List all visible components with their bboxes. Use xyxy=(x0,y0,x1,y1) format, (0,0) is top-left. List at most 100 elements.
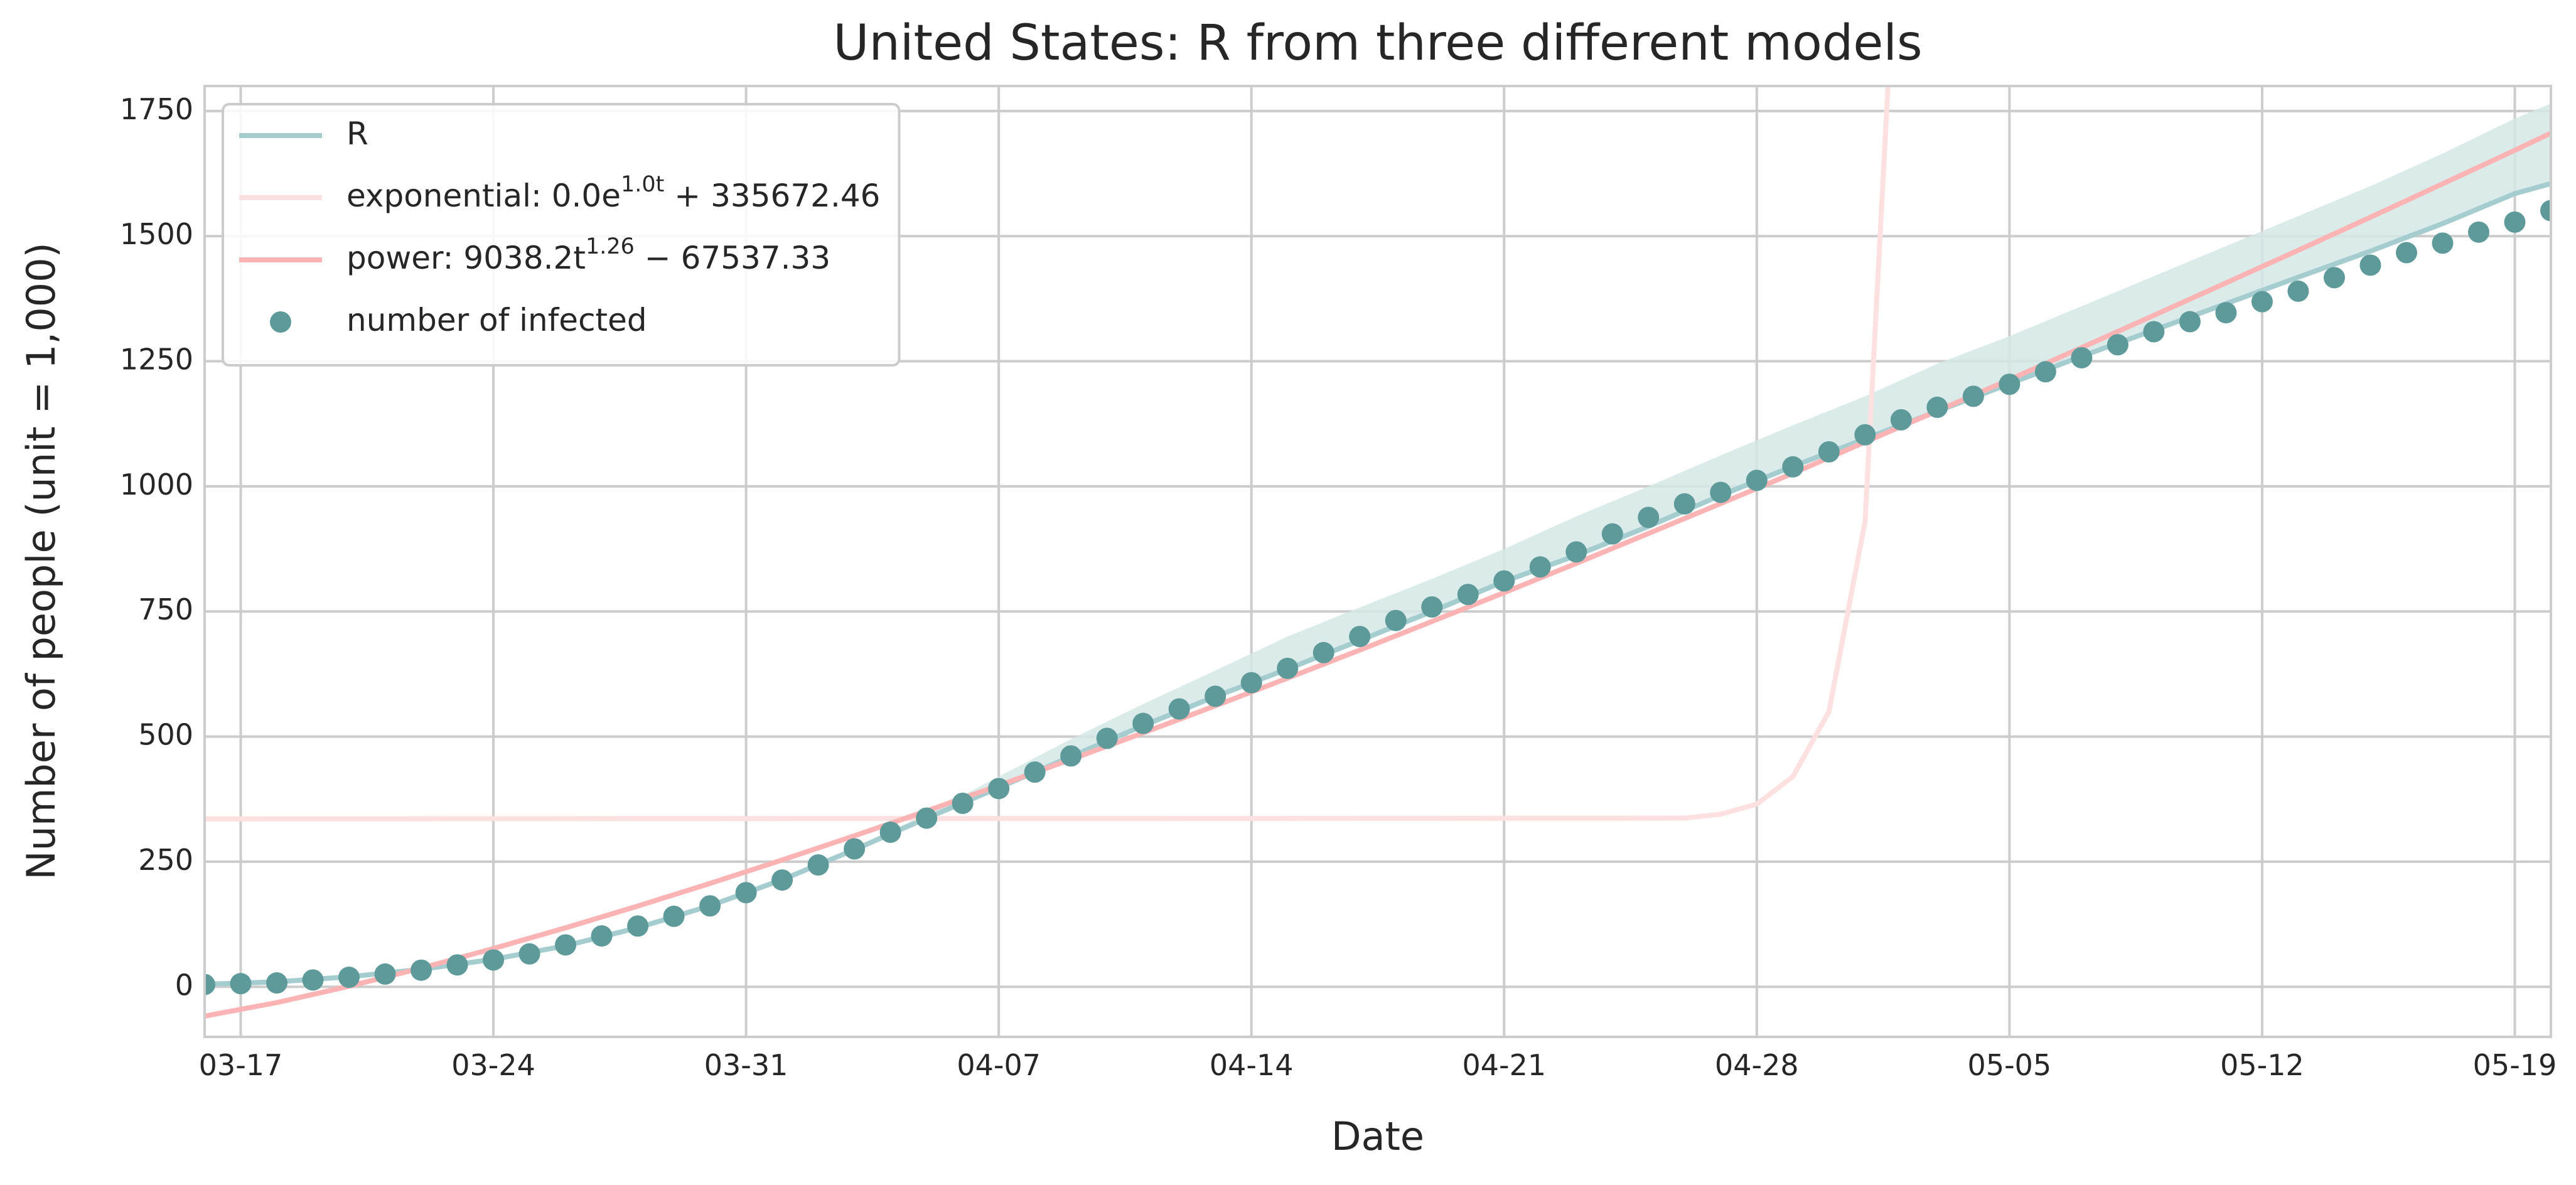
data-point xyxy=(1132,712,1154,734)
data-point xyxy=(1746,469,1768,491)
y-tick-label: 500 xyxy=(138,717,193,751)
line xyxy=(205,86,1891,822)
data-point xyxy=(1818,441,1840,463)
legend-marker xyxy=(270,311,291,333)
data-point xyxy=(1096,727,1118,749)
x-tick-label: 04-28 xyxy=(1715,1048,1799,1082)
data-point xyxy=(879,821,901,843)
data-point xyxy=(2143,321,2165,343)
data-point xyxy=(2540,200,2551,222)
data-point xyxy=(591,925,613,947)
x-axis-label: Date xyxy=(1331,1113,1424,1159)
data-point xyxy=(988,778,1010,800)
chart-title: United States: R from three different mo… xyxy=(833,15,1922,72)
x-tick-label: 03-17 xyxy=(199,1048,283,1082)
data-point xyxy=(1854,424,1876,446)
data-point xyxy=(1168,698,1190,720)
data-point xyxy=(205,973,215,995)
data-point xyxy=(302,969,324,991)
data-point xyxy=(2106,334,2128,356)
data-point xyxy=(735,882,757,904)
x-tick-label: 04-21 xyxy=(1462,1048,1546,1082)
x-tick-label: 04-07 xyxy=(957,1048,1041,1082)
x-tick-label: 04-14 xyxy=(1210,1048,1294,1082)
data-point xyxy=(2287,280,2309,302)
legend-label: R xyxy=(346,115,368,152)
data-point xyxy=(1890,409,1912,431)
legend-label: power: 9038.2t1.26 − 67537.33 xyxy=(346,234,830,276)
plot-area xyxy=(205,86,2551,1019)
data-point xyxy=(518,943,540,965)
data-point xyxy=(338,967,360,989)
data-point xyxy=(1962,385,1984,407)
legend-label: exponential: 0.0e1.0t + 335672.46 xyxy=(346,172,880,214)
y-tick-label: 0 xyxy=(175,968,193,1002)
data-point xyxy=(916,807,938,829)
legend-label: number of infected xyxy=(346,302,647,338)
data-point xyxy=(627,915,649,937)
data-point xyxy=(2359,254,2381,276)
y-axis-label: Number of people (unit = 1,000) xyxy=(18,242,64,879)
y-tick-label: 750 xyxy=(138,592,193,626)
x-tick-label: 03-24 xyxy=(451,1048,535,1082)
data-point xyxy=(411,959,432,981)
data-point xyxy=(1926,396,1948,418)
data-point xyxy=(1457,584,1479,606)
data-point xyxy=(483,949,505,971)
data-point xyxy=(807,854,829,876)
x-tick-label: 05-05 xyxy=(1968,1048,2052,1082)
data-point xyxy=(374,963,396,985)
data-point xyxy=(1601,523,1623,545)
y-tick-label: 1750 xyxy=(120,92,193,126)
plot-frame xyxy=(203,85,2552,1038)
data-point xyxy=(1240,672,1262,694)
data-point xyxy=(2432,232,2454,254)
data-point xyxy=(699,895,721,917)
data-point xyxy=(1277,657,1299,679)
data-point xyxy=(1060,745,1082,767)
data-point xyxy=(2504,211,2526,233)
y-tick-label: 1000 xyxy=(120,467,193,501)
axes: 0 250 500 750 1000 1250 1500 1750 03-17 03-24 03-3… xyxy=(120,92,2557,1081)
data-point xyxy=(952,792,974,814)
data-point xyxy=(844,838,866,860)
y-tick-label: 250 xyxy=(138,842,193,876)
data-point xyxy=(771,869,793,891)
data-point xyxy=(1673,493,1695,515)
data-point xyxy=(2251,291,2273,313)
data-point xyxy=(2215,302,2237,324)
data-point xyxy=(2034,361,2056,383)
data-point xyxy=(1349,626,1371,648)
data-point xyxy=(2395,242,2417,264)
data-point xyxy=(1638,507,1660,528)
data-point xyxy=(1205,685,1226,707)
data-point xyxy=(446,954,468,976)
data-point xyxy=(2071,346,2093,368)
data-point xyxy=(1999,373,2021,395)
legend-box xyxy=(222,103,901,367)
data-point xyxy=(2179,311,2201,333)
data-point xyxy=(1782,456,1804,478)
data-point xyxy=(1385,609,1407,631)
data-point xyxy=(2323,267,2345,289)
line xyxy=(205,131,2551,1019)
data-point xyxy=(1024,761,1046,783)
data-point xyxy=(1529,556,1551,578)
data-point xyxy=(1493,570,1515,592)
data-point xyxy=(230,973,252,995)
data-point xyxy=(1565,541,1587,563)
data-point xyxy=(1710,481,1732,503)
data-point xyxy=(2467,221,2489,243)
x-tick-label: 05-12 xyxy=(2220,1048,2304,1082)
x-tick-label: 03-31 xyxy=(704,1048,788,1082)
y-tick-label: 1250 xyxy=(120,342,193,376)
x-tick-label: 05-19 xyxy=(2473,1048,2557,1082)
data-point xyxy=(266,972,288,994)
data-point xyxy=(1312,641,1334,663)
data-point xyxy=(1421,596,1443,618)
data-point xyxy=(663,905,685,927)
y-tick-label: 1500 xyxy=(120,217,193,251)
data-point xyxy=(555,934,577,956)
